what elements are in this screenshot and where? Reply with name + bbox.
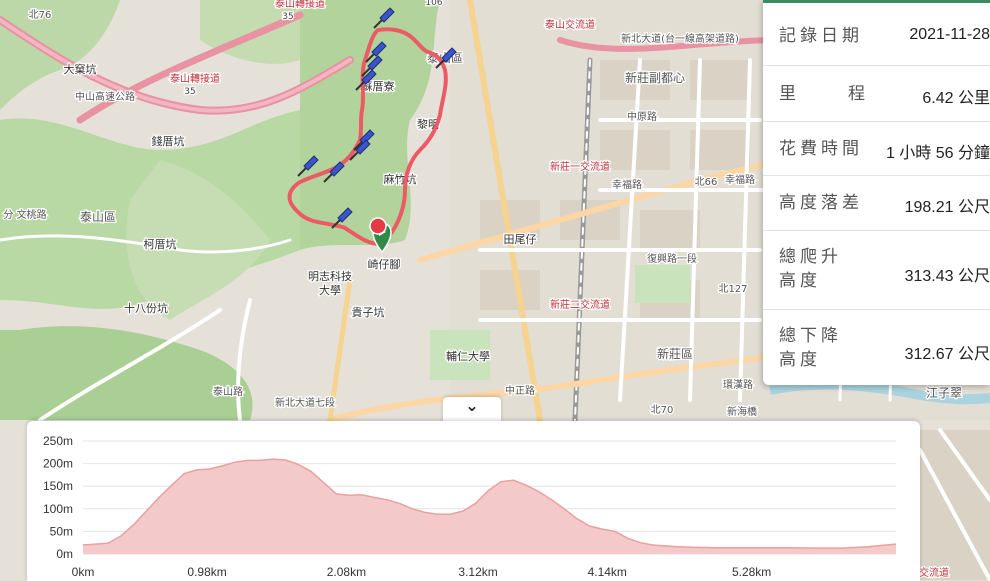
x-tick-label: 0km (72, 565, 95, 579)
map-label: 麻竹坑 (384, 172, 417, 186)
map-label: 中正路 (505, 384, 535, 397)
map-label: 35 (282, 12, 293, 22)
waypoint-pin-icon (365, 41, 387, 63)
x-tick-label: 2.08km (327, 565, 366, 579)
map-label: 泰山轉接道 (275, 0, 325, 10)
stat-label: 記錄日期 (779, 26, 863, 45)
map-label: 北76 (29, 9, 52, 21)
stat-value: 6.42 公里 (922, 90, 990, 107)
map-label: 大窠坑 (64, 62, 97, 76)
stat-row-total-ascent: 總爬升高度 313.43 公尺 (763, 231, 990, 310)
stat-value: 2021-11-28 (909, 26, 990, 43)
y-tick-label: 150m (43, 479, 73, 493)
waypoint-pin-icon (297, 155, 319, 177)
waypoint-pin-icon (361, 55, 383, 77)
map-label: 新北大道(台一線高架道路) (621, 32, 739, 45)
stat-row-duration: 花費時間 1 小時 56 分鐘 (763, 122, 990, 176)
waypoint-pin-icon (373, 7, 395, 29)
map-park (635, 265, 690, 303)
waypoint-pin-icon (355, 69, 377, 91)
map-label: 田尾仔 (504, 233, 537, 246)
waypoint-pins[interactable] (297, 7, 457, 229)
x-tick-label: 4.14km (588, 565, 627, 579)
stat-row-distance: 里程 6.42 公里 (763, 66, 990, 122)
end-point-icon[interactable] (369, 217, 387, 235)
y-tick-label: 200m (43, 457, 73, 471)
x-tick-label: 5.28km (732, 565, 771, 579)
x-tick-label: 0.98km (187, 565, 226, 579)
map-label: 泰山路 (213, 385, 243, 398)
stat-label: 里程 (779, 84, 865, 103)
elevation-area (83, 459, 896, 554)
map-label: 北127 (718, 283, 747, 295)
map-river (769, 379, 990, 405)
map-label: 泰山區 (80, 210, 116, 224)
stat-value: 313.43 公尺 (904, 268, 990, 285)
elevation-profile-panel: 0m 50m 100m 150m 200m 250m 0km 0.98km 2.08km 3.1… (27, 421, 920, 581)
map-label: 35 (184, 87, 195, 97)
map-label: 新莊區 (657, 346, 693, 361)
map-label: 新莊副都心 (625, 70, 685, 85)
map-forest-area (0, 326, 253, 420)
map-label: 柯厝坑 (144, 237, 177, 251)
map-forest-area (126, 160, 270, 320)
map-label: 輔仁大學 (446, 349, 490, 363)
map-label: 大學 (319, 283, 341, 297)
map-label: 新北大道七段 (275, 396, 335, 409)
waypoint-pin-icon (323, 161, 345, 183)
stat-label: 總下降高度 (779, 326, 842, 369)
stat-label: 花費時間 (779, 139, 863, 158)
y-tick-label: 250m (43, 434, 73, 448)
waypoint-pin-icon (435, 47, 457, 69)
map-label: 幸福路 (725, 173, 755, 186)
map-label: 江子翠 (926, 386, 962, 400)
elevation-chart: 0m 50m 100m 150m 200m 250m 0km 0.98km 2.08km 3.1… (43, 434, 897, 579)
map-campus (430, 330, 490, 380)
stat-row-total-descent: 總下降高度 312.67 公尺 (763, 310, 990, 388)
gps-track-line (287, 27, 448, 247)
map-label: 新海橋 (727, 405, 757, 418)
map-label: 明志科技 (308, 269, 352, 283)
map-label: 新莊一交流道 (550, 160, 610, 173)
waypoint-pin-icon (349, 139, 371, 161)
stat-row-record-date: 記錄日期 2021-11-28 (763, 3, 990, 66)
waypoint-pin-icon (331, 207, 353, 229)
map-label: 環漢路 (723, 378, 753, 391)
y-tick-label: 0m (56, 547, 73, 561)
map-label: 崎仔腳 (368, 257, 401, 271)
map-label: 北70 (651, 404, 674, 416)
chevron-down-icon: ⌄ (465, 398, 479, 415)
x-tick-label: 3.12km (458, 565, 497, 579)
map-label: 貴子坑 (352, 305, 385, 319)
track-stats-panel: 記錄日期 2021-11-28 里程 6.42 公里 花費時間 1 小時 56 … (763, 0, 990, 385)
collapse-elevation-button[interactable]: ⌄ (443, 397, 501, 423)
stat-label: 高度落差 (779, 193, 863, 212)
map-label: 泰山轉接道 (170, 72, 220, 85)
elevation-line (82, 458, 897, 549)
map-label: 北66 (695, 176, 718, 188)
stat-value: 198.21 公尺 (904, 199, 990, 216)
map-label: 十八份坑 (124, 301, 168, 315)
stat-row-elevation-range: 高度落差 198.21 公尺 (763, 176, 990, 231)
y-tick-label: 100m (43, 502, 73, 516)
map-label: 分 文桃路 (3, 208, 46, 221)
map-label: 幸福路 (612, 178, 642, 191)
map-label: 交流道 (919, 566, 949, 579)
map-label: 錢厝坑 (152, 134, 185, 148)
stat-value: 1 小時 56 分鐘 (885, 145, 990, 162)
map-label: 新莊二交流道 (550, 298, 610, 311)
map-label: 蘇厝寮 (362, 79, 395, 93)
y-tick-label: 50m (50, 524, 73, 538)
stat-value: 312.67 公尺 (904, 346, 990, 363)
stat-label: 總爬升高度 (779, 247, 842, 290)
map-label: 106 (425, 0, 442, 8)
x-axis-ticks: 0km 0.98km 2.08km 3.12km 4.14km 5.28km (72, 565, 772, 579)
map-label: 中原路 (627, 110, 657, 123)
map-label: 泰山交流道 (545, 18, 595, 31)
y-axis-ticks: 0m 50m 100m 150m 200m 250m (43, 434, 73, 561)
map-label: 復興路一段 (647, 252, 697, 265)
map-label: 中山高速公路 (75, 90, 135, 103)
